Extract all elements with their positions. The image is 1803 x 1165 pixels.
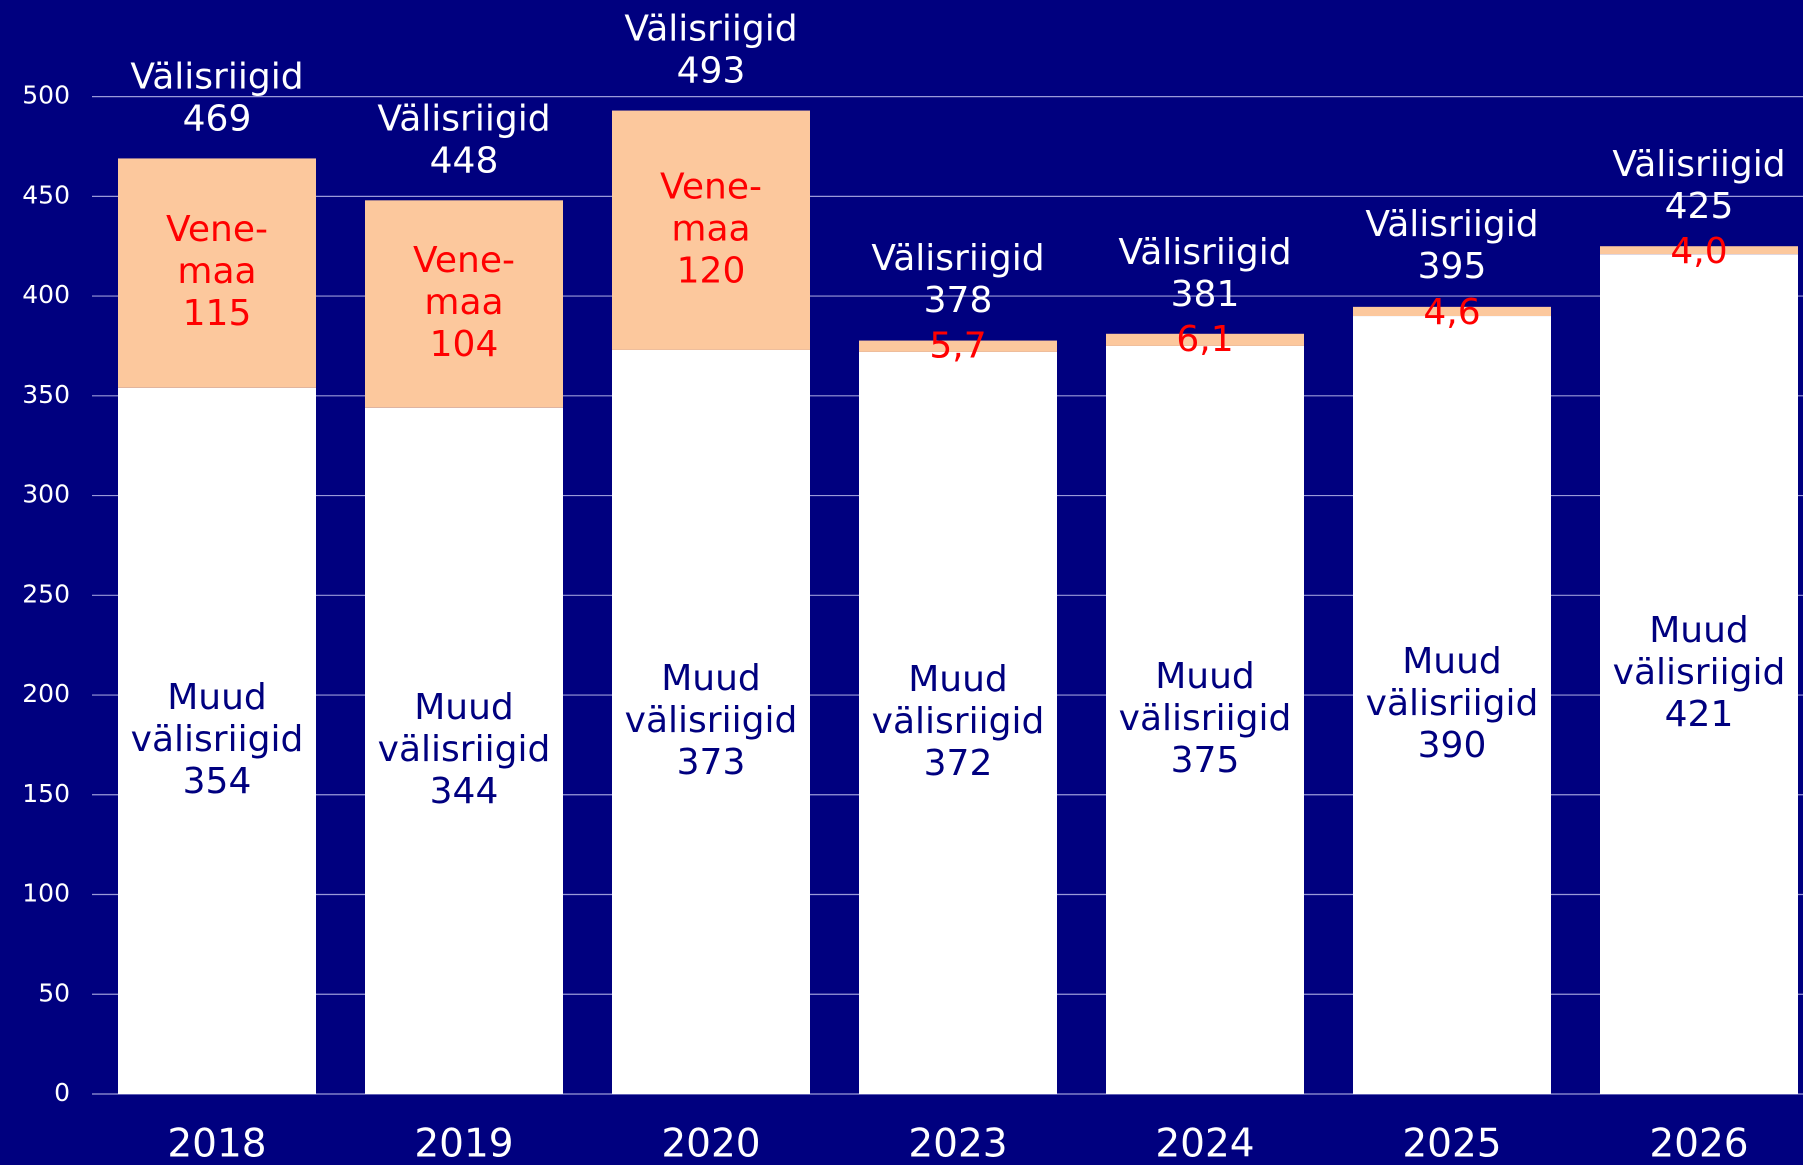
data-label: 120 (677, 250, 746, 291)
total-label: 425 (1665, 186, 1734, 227)
bar-segment (859, 340, 1057, 352)
y-tick-label: 350 (22, 380, 70, 409)
total-label: 469 (183, 98, 252, 139)
y-tick-label: 100 (22, 879, 70, 908)
bar-segment (1600, 254, 1798, 1094)
bar-segment (1106, 333, 1304, 346)
bar-segment (1106, 345, 1304, 1094)
total-label: 493 (677, 51, 746, 92)
segment-name: Muud välisriigid (872, 659, 1045, 742)
total-name: Välisriigid (377, 98, 550, 139)
segment-name: Vene-maa (660, 166, 762, 249)
bar-segment (365, 200, 563, 408)
x-tick-label: 2023 (908, 1122, 1007, 1165)
bar-segment (1353, 316, 1551, 1094)
y-tick-label: 450 (22, 180, 70, 209)
segment-name: Muud välisriigid (625, 658, 798, 741)
total-label: 378 (924, 280, 993, 321)
total-name: Välisriigid (1612, 144, 1785, 185)
data-label: 104 (430, 324, 499, 365)
segment-name: Muud välisriigid (1119, 656, 1292, 739)
data-label: 6,1 (1176, 319, 1233, 360)
y-tick-label: 50 (38, 978, 70, 1007)
data-label: 115 (183, 293, 252, 334)
bar-segment (118, 158, 316, 388)
total-label: 381 (1171, 274, 1240, 315)
bar-segment (612, 110, 810, 350)
data-label: 372 (924, 743, 993, 784)
segment-name: Muud välisriigid (131, 677, 304, 760)
total-name: Välisriigid (1118, 232, 1291, 273)
x-tick-label: 2019 (414, 1122, 513, 1165)
y-tick-label: 300 (22, 480, 70, 509)
x-tick-label: 2025 (1402, 1122, 1501, 1165)
y-tick-label: 250 (22, 579, 70, 608)
data-label: 4,0 (1670, 231, 1727, 272)
data-label: 390 (1418, 725, 1487, 766)
bar-segment (859, 351, 1057, 1094)
bar-segment (1600, 246, 1798, 255)
segment-name: Muud välisriigid (1613, 610, 1786, 693)
y-tick-label: 400 (22, 280, 70, 309)
total-label: 395 (1418, 246, 1487, 287)
segment-name: Muud välisriigid (1366, 641, 1539, 724)
bar-segment (1353, 306, 1551, 317)
bar-segment (118, 387, 316, 1094)
segment-name: Vene-maa (166, 209, 268, 292)
x-tick-label: 2018 (167, 1122, 266, 1165)
total-name: Välisriigid (871, 238, 1044, 279)
total-name: Välisriigid (130, 56, 303, 97)
segment-name: Vene-maa (413, 240, 515, 323)
segment-name: Muud välisriigid (378, 687, 551, 770)
y-tick-label: 150 (22, 779, 70, 808)
data-label: 373 (677, 742, 746, 783)
bar-segment (365, 407, 563, 1094)
total-name: Välisriigid (624, 9, 797, 50)
x-tick-label: 2020 (661, 1122, 760, 1165)
bar-segment (612, 349, 810, 1095)
total-label: 448 (430, 140, 499, 181)
y-tick-label: 500 (22, 81, 70, 110)
data-label: 4,6 (1423, 292, 1480, 333)
data-label: 5,7 (929, 326, 986, 367)
x-tick-label: 2026 (1649, 1122, 1748, 1165)
data-label: 354 (183, 761, 252, 802)
data-label: 344 (430, 771, 499, 812)
y-tick-label: 200 (22, 679, 70, 708)
data-label: 375 (1171, 740, 1240, 781)
data-label: 421 (1665, 694, 1734, 735)
total-name: Välisriigid (1365, 204, 1538, 245)
y-tick-label: 0 (54, 1078, 70, 1107)
x-tick-label: 2024 (1155, 1122, 1254, 1165)
